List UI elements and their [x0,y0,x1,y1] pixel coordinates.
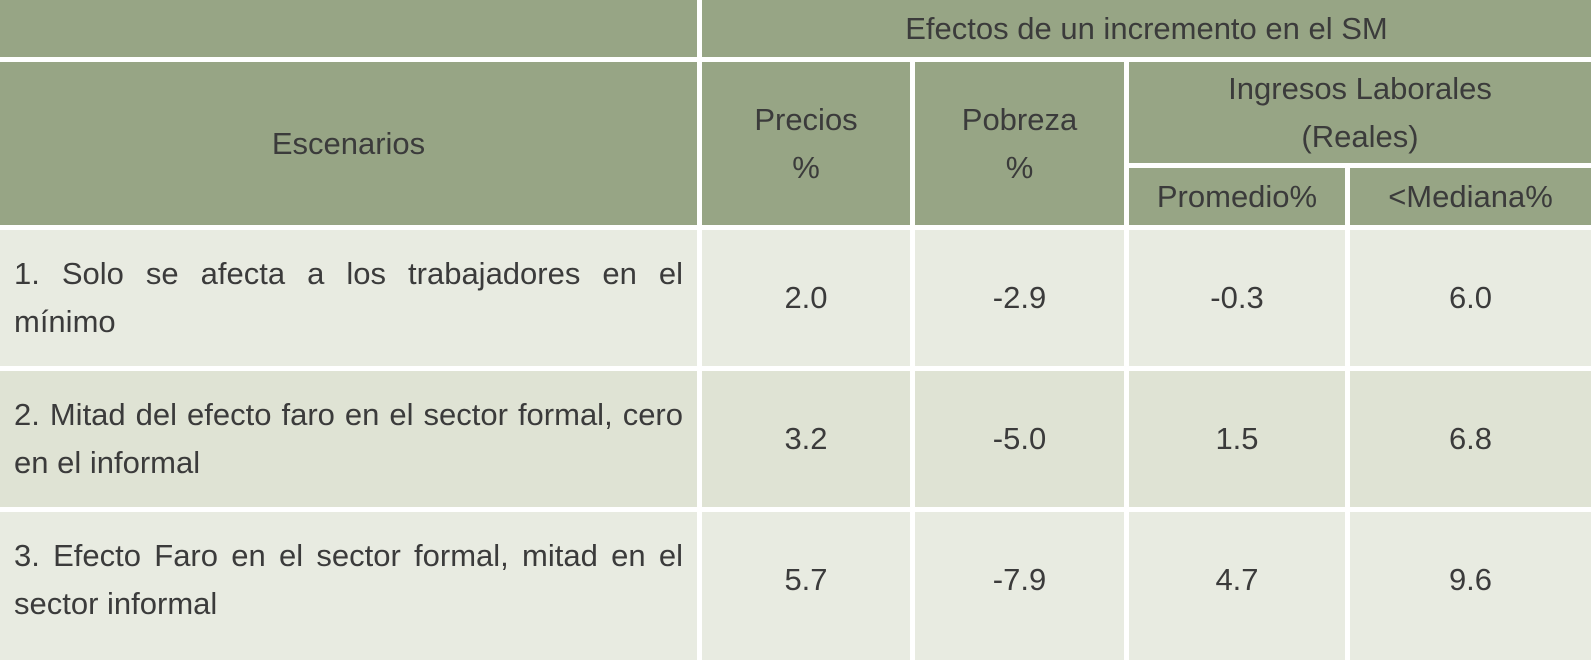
scenario-text: 3. Efecto Faro en el sector formal, mita… [14,538,683,621]
header-poverty: Pobreza % [915,62,1124,225]
value-cell: -2.9 [915,230,1124,366]
header-prices: Precios % [702,62,910,225]
value-cell: 2.0 [702,230,910,366]
header-mean: Promedio% [1129,168,1345,225]
value-cell: 9.6 [1350,512,1591,660]
scenario-text: 1. Solo se afecta a los trabajadores en … [14,256,683,339]
value-cell: -0.3 [1129,230,1345,366]
header-blank [0,0,697,57]
value-cell: 6.0 [1350,230,1591,366]
value-cell: 5.7 [702,512,910,660]
value-cell: 1.5 [1129,371,1345,507]
value-cell: -7.9 [915,512,1124,660]
scenario-cell: 3. Efecto Faro en el sector formal, mita… [0,512,697,660]
header-group: Efectos de un incremento en el SM [702,0,1591,57]
value-cell: 6.8 [1350,371,1591,507]
header-median: <Mediana% [1350,168,1591,225]
header-income: Ingresos Laborales (Reales) [1129,62,1591,163]
scenario-cell: 2. Mitad del efecto faro en el sector fo… [0,371,697,507]
value-cell: 3.2 [702,371,910,507]
value-cell: 4.7 [1129,512,1345,660]
value-cell: -5.0 [915,371,1124,507]
scenario-cell: 1. Solo se afecta a los trabajadores en … [0,230,697,366]
header-scenarios: Escenarios [0,62,697,225]
scenario-text: 2. Mitad del efecto faro en el sector fo… [14,397,683,480]
